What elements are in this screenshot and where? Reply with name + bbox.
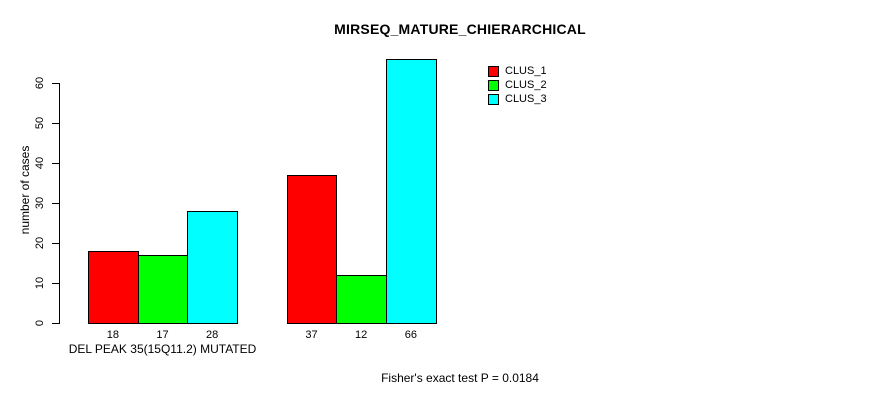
bar-value-label: 12 <box>355 329 368 341</box>
legend-swatch-icon <box>488 65 499 77</box>
y-axis-tick-label: 40 <box>34 156 46 170</box>
y-axis-tick-label: 60 <box>34 76 46 90</box>
bar-value-label: 37 <box>305 329 318 341</box>
y-axis-tick-label: 50 <box>34 116 46 130</box>
y-axis-tick-label: 10 <box>34 276 46 290</box>
y-axis-tick <box>52 83 59 84</box>
legend-swatch-icon <box>488 93 499 105</box>
y-axis-tick <box>52 283 59 284</box>
y-axis-line <box>59 83 60 324</box>
legend-item-clus_2: CLUS_2 <box>488 78 547 92</box>
bar-clus_2-group2 <box>336 275 387 324</box>
bar-clus_1-group1 <box>88 251 139 324</box>
y-axis-tick <box>52 323 59 324</box>
bar-clus_1-group2 <box>286 175 338 324</box>
y-axis-tick <box>52 123 59 124</box>
legend-item-clus_3: CLUS_3 <box>488 92 547 106</box>
legend: CLUS_1 CLUS_2 CLUS_3 <box>488 64 547 106</box>
y-axis-tick-label: 20 <box>34 236 46 250</box>
bar-value-label: 17 <box>156 329 169 341</box>
y-axis-title: number of cases <box>18 145 32 235</box>
stat-annotation: Fisher's exact test P = 0.0184 <box>381 371 539 385</box>
y-axis-tick-label: 0 <box>34 319 46 327</box>
y-axis-tick <box>52 163 59 164</box>
bar-value-label: 28 <box>206 329 219 341</box>
x-axis-group-label: DEL PEAK 35(15Q11.2) MUTATED <box>68 342 257 356</box>
chart-title: MIRSEQ_MATURE_CHIERARCHICAL <box>334 21 586 37</box>
legend-swatch-icon <box>488 79 499 91</box>
bar-value-label: 18 <box>106 329 119 341</box>
bar-clus_3-group1 <box>187 211 238 324</box>
legend-item-clus_1: CLUS_1 <box>488 64 547 78</box>
y-axis-tick <box>52 243 59 244</box>
bar-clus_3-group2 <box>386 59 437 324</box>
y-axis-tick <box>52 203 59 204</box>
y-axis-tick-label: 30 <box>34 196 46 210</box>
legend-label: CLUS_2 <box>505 79 547 91</box>
legend-label: CLUS_1 <box>505 65 547 77</box>
bar-clus_2-group1 <box>137 255 189 324</box>
bar-value-label: 66 <box>404 329 417 341</box>
legend-label: CLUS_3 <box>505 93 547 105</box>
